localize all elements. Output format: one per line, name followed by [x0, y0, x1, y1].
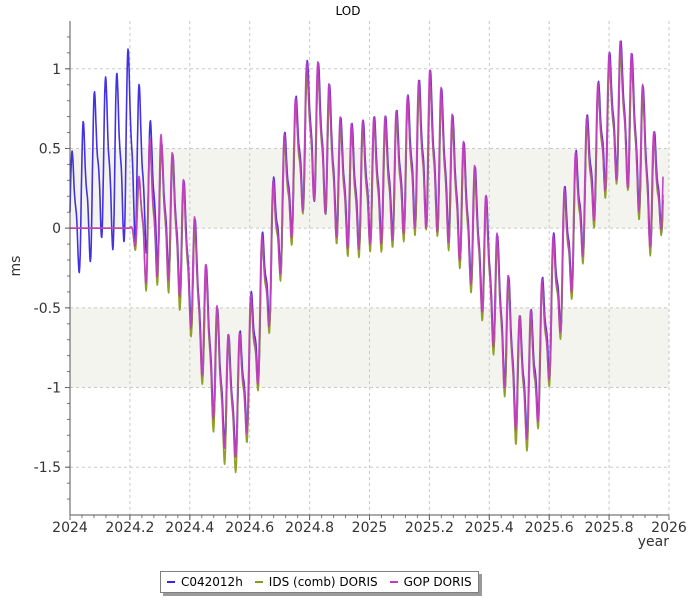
legend-swatch-2 — [389, 581, 398, 583]
x-tick-label-8: 2025.6 — [525, 520, 574, 536]
x-tick-label-2: 2024.4 — [165, 520, 214, 536]
x-tick-label-3: 2024.6 — [225, 520, 274, 536]
y-tick-label-4: -1 — [47, 381, 61, 397]
x-tick-label-5: 2025 — [352, 520, 388, 536]
x-tick-label-1: 2024.2 — [105, 520, 154, 536]
y-tick-label-5: -1.5 — [34, 460, 61, 476]
y-tick-label-1: 0.5 — [39, 141, 61, 157]
lod-chart: LOD 2024 2024.2 2024.4 2024.6 2024.8 2025 2025… — [8, 4, 687, 550]
x-tick-label-10: 2026 — [651, 520, 687, 536]
legend-swatch-1 — [254, 581, 263, 583]
legend: C042012h IDS (comb) DORIS GOP DORIS — [160, 571, 479, 593]
legend-item-1: IDS (comb) DORIS — [254, 575, 378, 589]
y-tick-label-0: 1 — [52, 62, 61, 78]
series-layer — [69, 40, 664, 474]
y-tick-label-2: 0 — [52, 221, 61, 237]
legend-label-0: C042012h — [181, 575, 243, 589]
legend-label-2: GOP DORIS — [403, 575, 472, 589]
x-tick-label-9: 2025.8 — [585, 520, 634, 536]
legend-item-0: C042012h — [167, 575, 243, 589]
x-tick-label-6: 2025.2 — [405, 520, 454, 536]
legend-item-2: GOP DORIS — [389, 575, 472, 589]
x-tick-label-0: 2024 — [52, 520, 88, 536]
x-tick-label-4: 2024.8 — [285, 520, 334, 536]
grid-lines — [69, 21, 670, 515]
axes: 2024 2024.2 2024.4 2024.6 2024.8 2025 2025.2 20… — [34, 21, 687, 536]
legend-swatch-0 — [167, 581, 175, 583]
x-tick-label-7: 2025.4 — [465, 520, 514, 536]
x-axis-label: year — [638, 534, 669, 550]
chart-title: LOD — [336, 4, 361, 18]
y-axis-label: ms — [8, 256, 24, 277]
series-line-1 — [69, 54, 664, 474]
legend-label-1: IDS (comb) DORIS — [268, 575, 378, 589]
series-line-2 — [69, 40, 664, 458]
y-tick-label-3: -0.5 — [34, 301, 61, 317]
